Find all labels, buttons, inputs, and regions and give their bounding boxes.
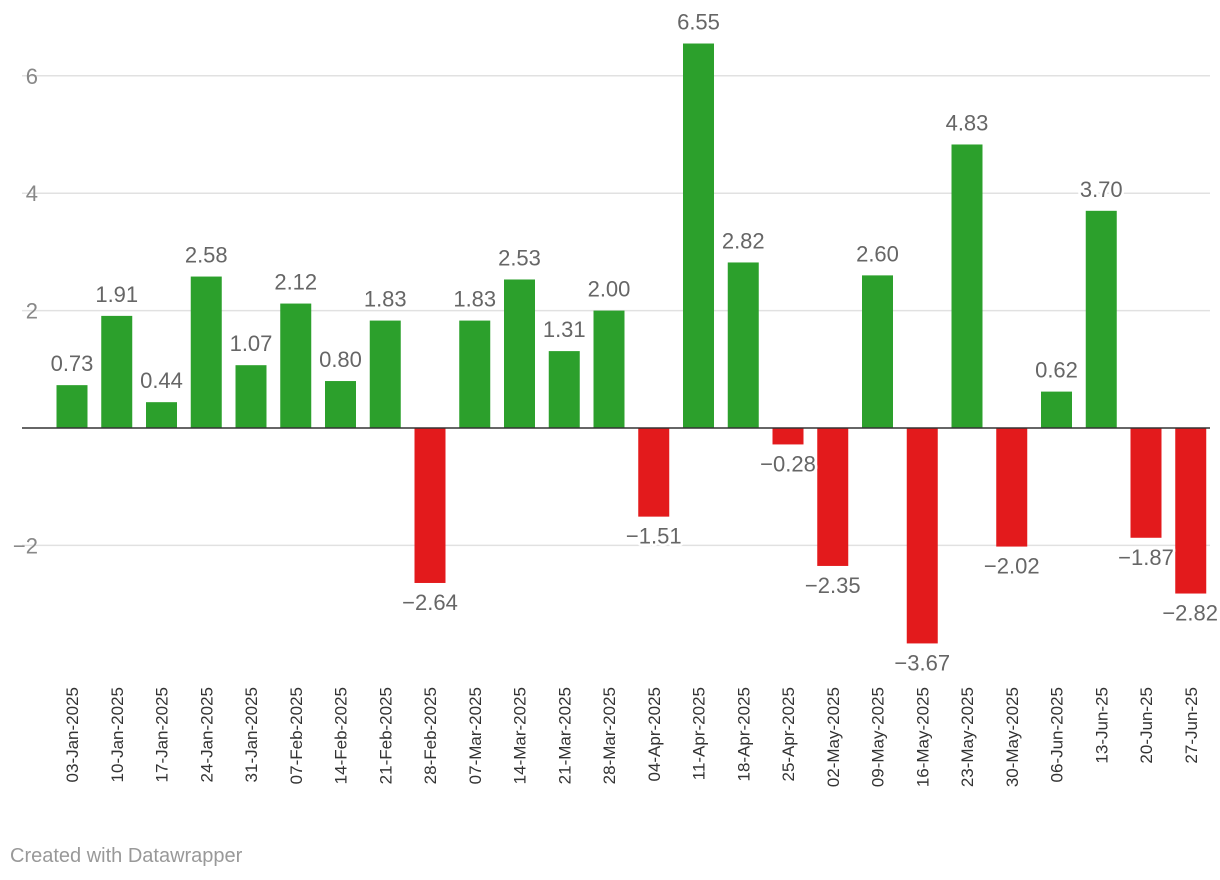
x-tick-label: 28-Feb-2025	[421, 687, 440, 784]
bar-value-label: 2.58	[185, 243, 228, 268]
bar	[996, 428, 1028, 547]
bar	[280, 303, 312, 428]
bar	[906, 428, 938, 644]
bar-value-label: −0.28	[760, 451, 816, 476]
x-tick-label: 11-Apr-2025	[690, 687, 709, 780]
value-labels: 0.73 1.91 0.44 2.58 1.07 2.12 0.80 1.83 −2.64 1.8…	[48, 7, 1220, 678]
bar	[369, 320, 401, 428]
x-tick-label: 31-Jan-2025	[242, 687, 261, 782]
x-tick-label: 25-Apr-2025	[779, 687, 798, 782]
bar-value-label: −2.82	[1162, 601, 1218, 626]
bar-value-label: 1.07	[230, 331, 273, 356]
bar-value-label: 0.62	[1035, 358, 1078, 383]
bar	[101, 315, 133, 428]
bar-value-label: −3.67	[894, 650, 950, 675]
x-tick-label: 04-Apr-2025	[645, 687, 664, 782]
bar-value-label: −2.35	[805, 573, 861, 598]
datawrapper-credit: Created with Datawrapper	[10, 845, 243, 867]
x-tick-label: 07-Mar-2025	[466, 687, 485, 784]
bars	[56, 43, 1207, 644]
x-tick-label: 14-Feb-2025	[332, 687, 351, 784]
bar-value-label: −2.64	[402, 590, 458, 615]
bar	[951, 144, 983, 428]
x-tick-label: 24-Jan-2025	[197, 687, 216, 782]
x-tick-label: 06-Jun-2025	[1048, 687, 1067, 782]
x-tick-label: 03-Jan-2025	[63, 687, 82, 782]
bar	[772, 428, 804, 445]
bar	[235, 365, 267, 428]
x-tick-label: 14-Mar-2025	[511, 687, 530, 784]
bar-value-label: 0.73	[51, 351, 94, 376]
x-tick-label: 20-Jun-25	[1137, 687, 1156, 764]
x-tick-label: 17-Jan-2025	[153, 687, 172, 782]
x-tick-label: 23-May-2025	[958, 687, 977, 787]
bar-value-label: 1.91	[95, 282, 138, 307]
bar	[593, 310, 625, 428]
bar	[862, 275, 893, 428]
bar-value-label: −2.02	[984, 554, 1040, 579]
bar-chart: −2 2 4 6 0.73 1.91 0.44 2.58 1.07 2.12 0.80 1.83 −2…	[12, 7, 1220, 788]
bar	[727, 262, 759, 428]
bar-value-label: 4.83	[946, 110, 989, 135]
x-tick-label: 28-Mar-2025	[600, 687, 619, 784]
bar	[638, 428, 670, 517]
bar-value-label: 6.55	[677, 10, 720, 35]
bar	[817, 428, 849, 566]
bar	[459, 320, 491, 428]
x-tick-label: 07-Feb-2025	[287, 687, 306, 784]
bar	[190, 276, 222, 428]
bar-value-label: 2.00	[588, 277, 631, 302]
bar	[146, 402, 177, 428]
bar-value-label: 3.70	[1080, 177, 1123, 202]
bar	[683, 43, 714, 428]
x-tick-label: 09-May-2025	[869, 687, 888, 787]
bar-value-label: 2.82	[722, 228, 765, 253]
bar	[1130, 428, 1162, 538]
bar-value-label: 1.83	[364, 287, 407, 312]
bar	[414, 428, 446, 583]
bar-value-label: −1.51	[626, 524, 682, 549]
y-tick-label: 6	[26, 64, 38, 89]
bar	[325, 381, 356, 428]
x-tick-label: 27-Jun-25	[1182, 687, 1201, 764]
bar-value-label: 0.80	[319, 347, 362, 372]
x-tick-label: 30-May-2025	[1003, 687, 1022, 787]
x-tick-label: 02-May-2025	[824, 687, 843, 787]
bar-value-label: 2.60	[856, 241, 899, 266]
bar-value-label: 0.44	[140, 368, 183, 393]
bar	[504, 279, 535, 428]
x-tick-label: 10-Jan-2025	[108, 687, 127, 782]
y-tick-label: 4	[26, 181, 38, 206]
bar	[1085, 210, 1117, 428]
bar	[1175, 428, 1207, 594]
bar	[56, 385, 88, 428]
x-tick-label: 21-Mar-2025	[555, 687, 574, 784]
bar	[1041, 391, 1072, 428]
x-tick-label: 18-Apr-2025	[734, 687, 753, 782]
x-axis-labels: 03-Jan-2025 10-Jan-2025 17-Jan-2025 24-Jan-…	[63, 687, 1201, 787]
bar-value-label: 2.53	[498, 245, 541, 270]
x-tick-label: 13-Jun-25	[1092, 687, 1111, 764]
bar-value-label: 1.31	[543, 317, 586, 342]
bar-value-label: 1.83	[453, 287, 496, 312]
x-tick-label: 21-Feb-2025	[376, 687, 395, 784]
y-tick-label: 2	[26, 299, 38, 324]
bar-value-label: −1.87	[1118, 545, 1174, 570]
bar-value-label: 2.12	[274, 270, 317, 295]
bar	[548, 351, 580, 428]
x-tick-label: 16-May-2025	[913, 687, 932, 787]
y-tick-label: −2	[13, 533, 38, 558]
